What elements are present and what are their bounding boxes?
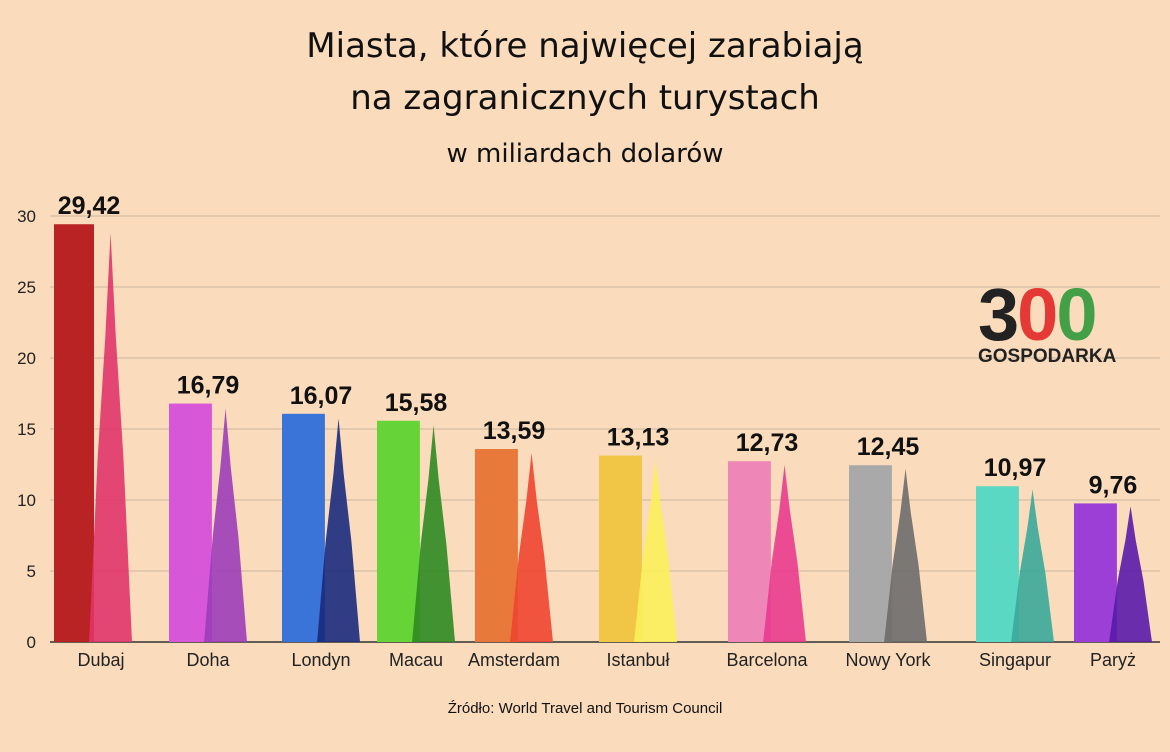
landmark-silhouette xyxy=(510,452,553,642)
data-label: 16,07 xyxy=(290,382,353,410)
brand-logo: 300 GOSPODARKA xyxy=(978,278,1148,368)
landmark-silhouette xyxy=(89,232,132,642)
landmark-silhouette xyxy=(763,464,806,642)
bar xyxy=(169,403,212,642)
bar xyxy=(377,420,420,642)
bar xyxy=(976,486,1019,642)
y-tick-label: 20 xyxy=(17,349,36,368)
data-label: 15,58 xyxy=(385,389,448,417)
bar xyxy=(282,413,325,642)
landmark-silhouette xyxy=(412,425,455,642)
data-label: 13,59 xyxy=(483,417,546,445)
x-tick-label: Barcelona xyxy=(726,650,808,670)
landmark-silhouette xyxy=(1011,489,1054,642)
x-tick-label: Dubaj xyxy=(77,650,124,670)
y-tick-label: 0 xyxy=(27,633,36,652)
logo-digit-3: 3 xyxy=(978,273,1019,356)
x-tick-label: Nowy York xyxy=(845,650,931,670)
data-label: 9,76 xyxy=(1089,471,1138,499)
data-label: 13,13 xyxy=(607,424,670,452)
chart-title-line1: Miasta, które najwięcej zarabiają xyxy=(306,26,864,66)
x-tick-label: Singapur xyxy=(979,650,1051,670)
logo-wordmark: GOSPODARKA xyxy=(978,346,1117,367)
bar xyxy=(475,449,518,642)
data-label: 10,97 xyxy=(984,454,1047,482)
logo-digit-0-red: 0 xyxy=(1017,273,1058,356)
source-note: Źródło: World Travel and Tourism Council xyxy=(447,700,723,717)
bar xyxy=(1074,503,1117,642)
chart-title-line2: na zagranicznych turystach xyxy=(350,78,820,118)
landmark-silhouette xyxy=(1109,506,1152,642)
data-label: 12,45 xyxy=(857,433,920,461)
bar xyxy=(849,465,892,642)
x-tick-label: Doha xyxy=(186,650,230,670)
bar xyxy=(728,461,771,642)
landmark-silhouette xyxy=(204,408,247,642)
data-label: 12,73 xyxy=(736,429,799,457)
x-tick-label: Paryż xyxy=(1090,650,1136,670)
landmark-silhouette xyxy=(634,459,677,642)
y-tick-label: 25 xyxy=(17,278,36,297)
x-tick-label: Istanbuł xyxy=(606,650,669,670)
chart-subtitle: w miliardach dolarów xyxy=(446,139,724,169)
x-tick-label: Londyn xyxy=(291,650,350,670)
x-tick-label: Macau xyxy=(389,650,443,670)
bar xyxy=(599,455,642,642)
landmark-silhouette xyxy=(317,418,360,642)
y-tick-label: 10 xyxy=(17,491,36,510)
x-tick-label: Amsterdam xyxy=(468,650,560,670)
y-tick-label: 5 xyxy=(27,562,36,581)
landmark-silhouette xyxy=(884,468,927,642)
data-label: 29,42 xyxy=(58,192,121,220)
logo-digit-0-green: 0 xyxy=(1056,273,1097,356)
data-label: 16,79 xyxy=(177,372,240,400)
y-tick-label: 15 xyxy=(17,420,36,439)
y-tick-label: 30 xyxy=(17,207,36,226)
bar xyxy=(54,224,94,642)
